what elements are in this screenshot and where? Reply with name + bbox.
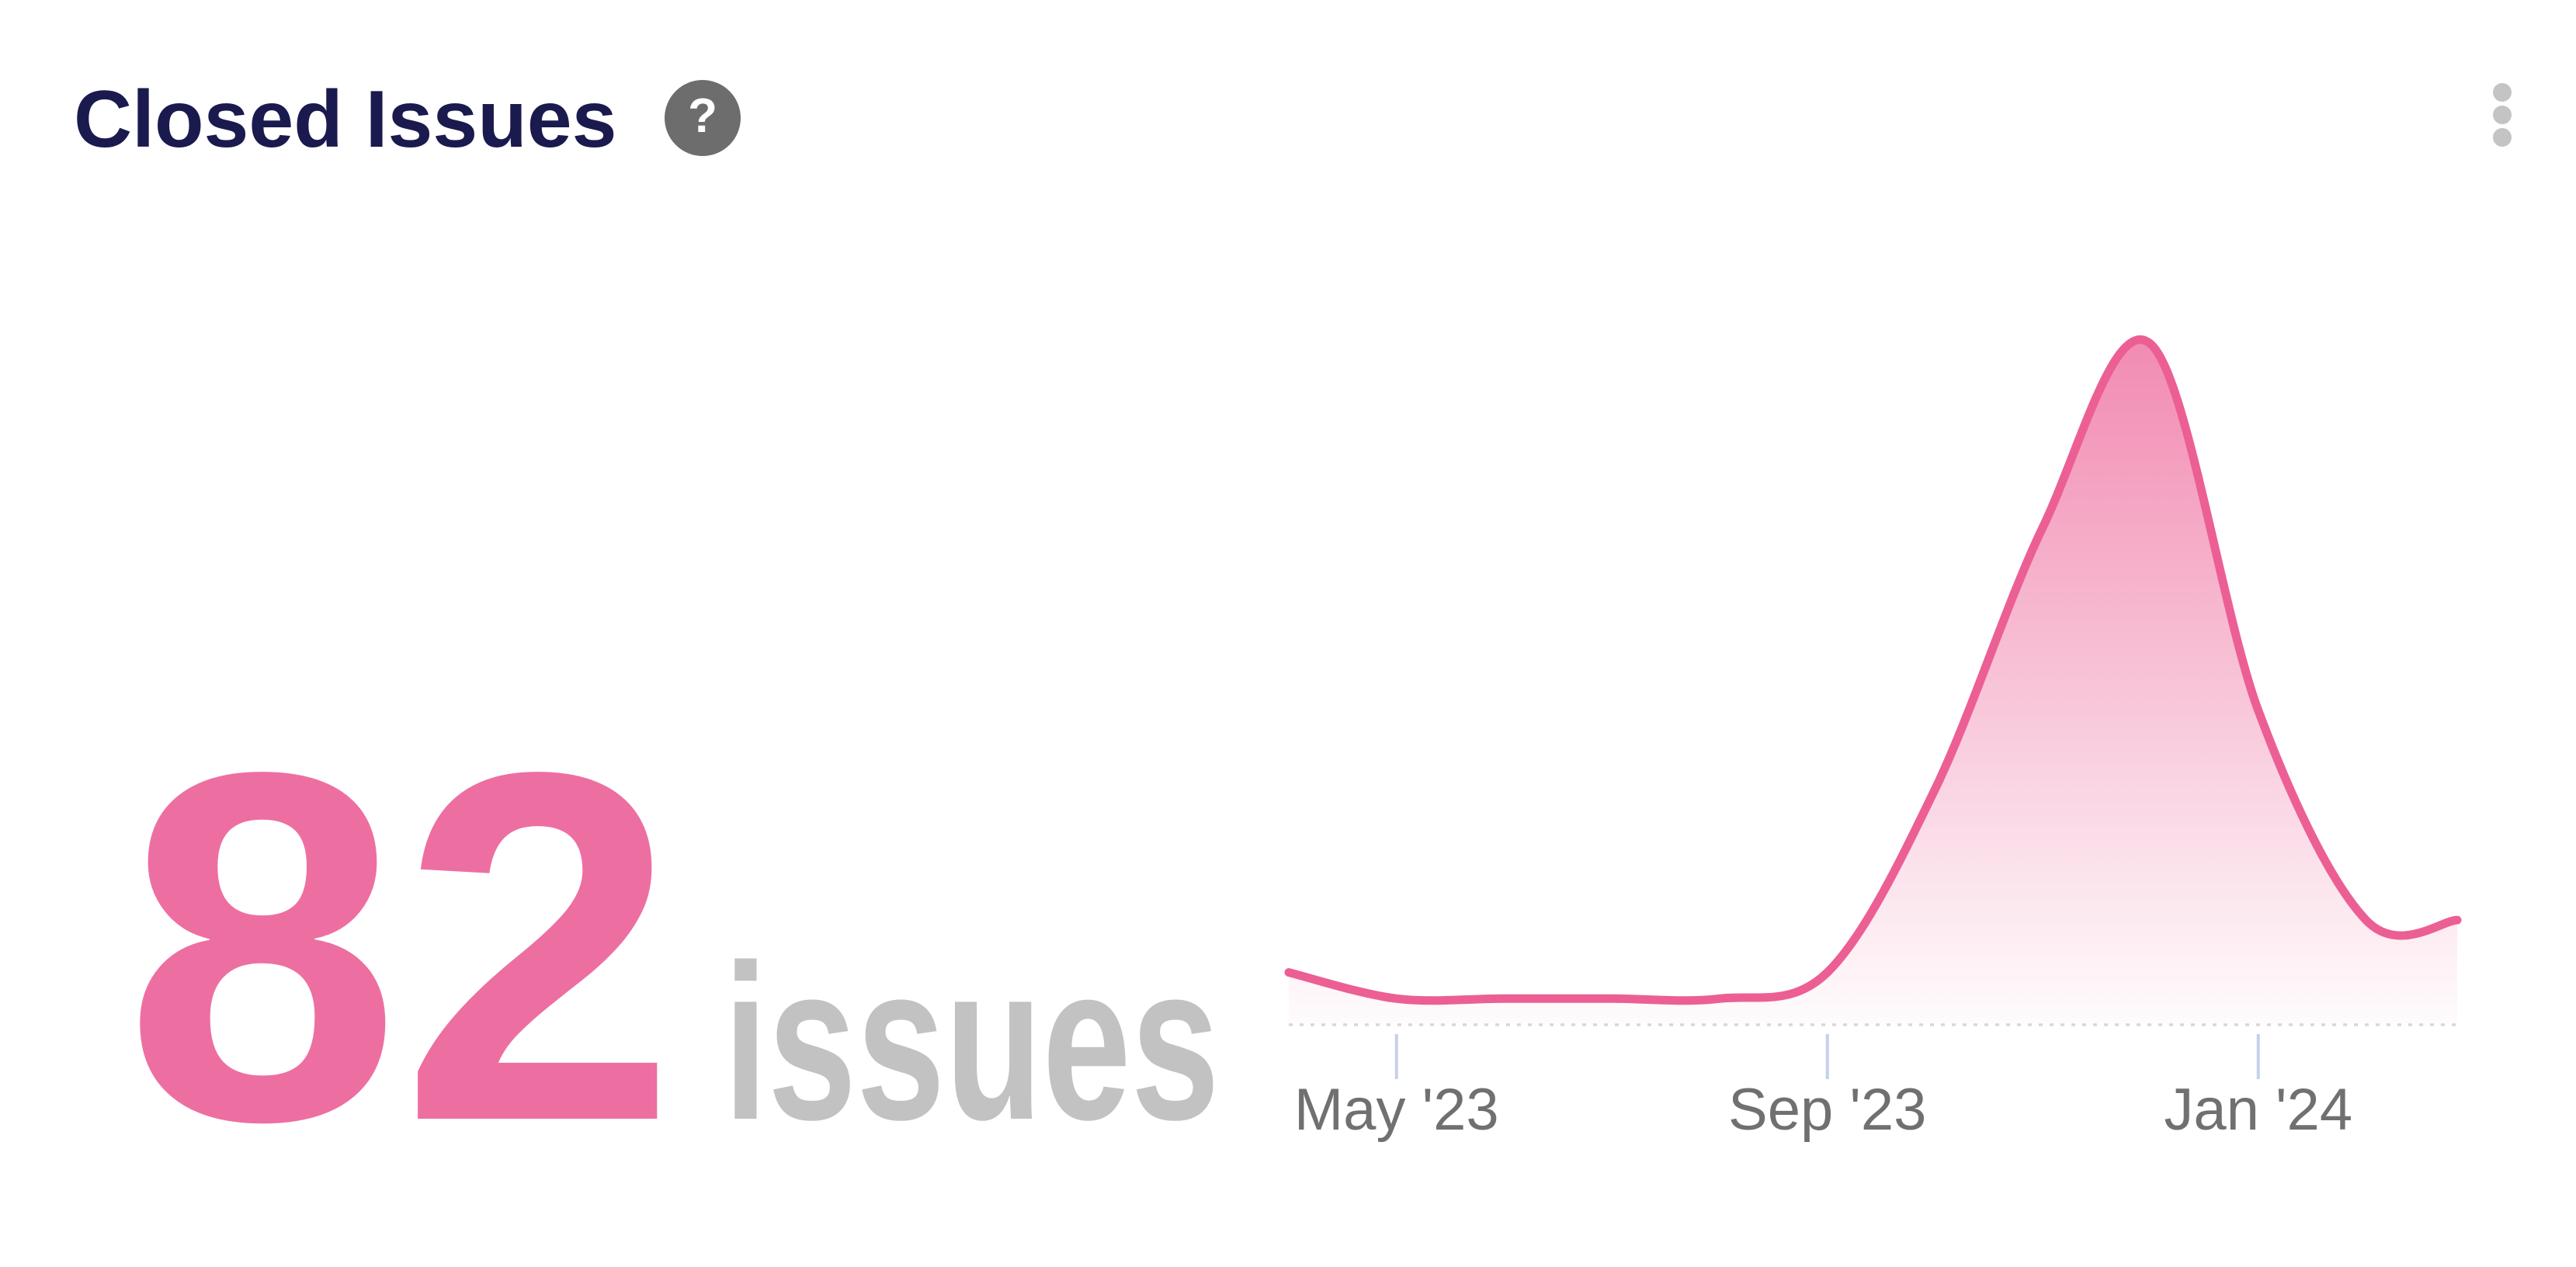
metric-unit: issues <box>723 919 1220 1166</box>
area-fill <box>1289 339 2457 1025</box>
question-mark-glyph: ? <box>688 89 717 143</box>
help-icon[interactable]: ? <box>665 80 741 156</box>
metric: 82 issues <box>124 699 1412 1196</box>
x-axis-label: Sep '23 <box>1728 1077 1926 1143</box>
metric-value: 82 <box>124 669 677 1224</box>
closed-issues-sparkline-chart[interactable]: May '23 Sep '23 Jan '24 <box>1242 279 2576 1172</box>
kebab-dot <box>2493 83 2512 102</box>
kebab-dot <box>2493 106 2512 124</box>
x-axis-label: Jan '24 <box>2164 1077 2352 1143</box>
kebab-dot <box>2493 128 2512 147</box>
x-axis-label: May '23 <box>1294 1077 1499 1143</box>
card-title: Closed Issues <box>74 75 617 165</box>
series-line <box>1284 335 2462 1005</box>
kebab-menu-icon[interactable] <box>2488 78 2516 151</box>
